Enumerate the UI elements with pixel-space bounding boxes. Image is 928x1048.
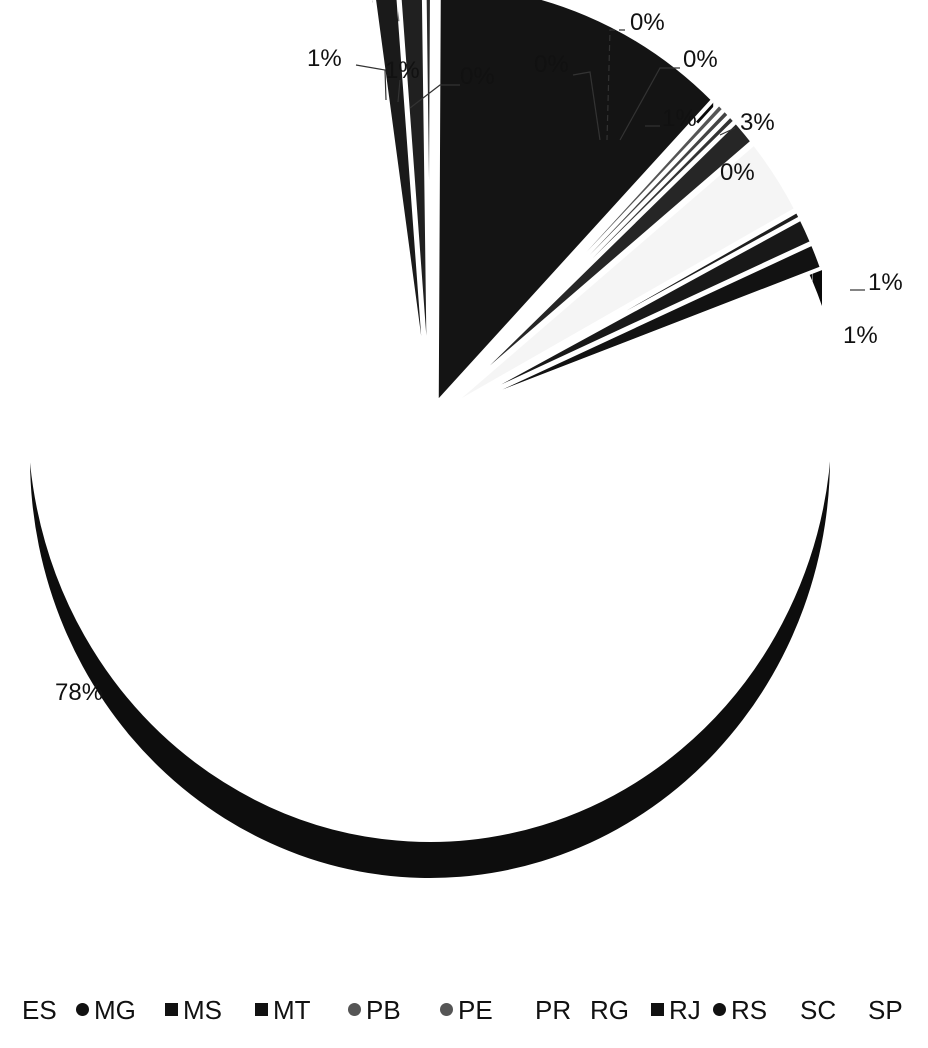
slice-label: 78%	[55, 679, 103, 706]
legend-label: PR	[535, 995, 572, 1025]
legend-item-rs: RS	[713, 995, 767, 1026]
legend-label: PE	[458, 995, 493, 1025]
pie-slice-ms	[422, 0, 434, 403]
legend-item-rj: RJ	[651, 995, 701, 1026]
leader-line	[409, 84, 460, 109]
legend-marker-icon	[348, 1003, 361, 1016]
legend-label: RJ	[669, 995, 701, 1025]
legend-item-es: ES	[22, 995, 57, 1026]
slice-label: 1%	[307, 45, 342, 72]
slice-label: 1%	[662, 105, 697, 132]
pie-slice-mg	[397, 0, 432, 403]
legend-item-pb: PB	[348, 995, 401, 1026]
slice-label: 0%	[534, 51, 569, 78]
legend-label: RS	[731, 995, 768, 1025]
legend-marker-icon	[76, 1003, 89, 1016]
legend-marker-icon	[255, 1003, 268, 1016]
slice-label: 1%	[385, 57, 420, 84]
pie-slice-rg	[442, 118, 756, 410]
pie-slice-sp	[445, 240, 825, 416]
legend-label: RG	[590, 995, 629, 1025]
slice-label: 1%	[843, 322, 878, 349]
legend-item-mt: MT	[255, 995, 311, 1026]
legend-label: SP	[868, 995, 903, 1025]
legend-marker-icon	[713, 1003, 726, 1016]
legend-item-rg: RG	[590, 995, 629, 1026]
pie-slice-mt	[434, 0, 716, 409]
legend-item-sc: SC	[800, 995, 836, 1026]
pie-slices	[28, 0, 832, 879]
leader-line	[719, 127, 736, 136]
slice-label: 0%	[630, 9, 665, 36]
leader-line	[619, 67, 680, 141]
legend-marker-icon	[440, 1003, 453, 1016]
legend-marker-icon	[165, 1003, 178, 1016]
legend: ES MG MS MT PB PE PR RG RJ RS SC SP	[0, 995, 928, 1045]
legend-item-sp: SP	[868, 995, 903, 1026]
slice-label: 3%	[740, 109, 775, 136]
pie-labels: 1% 1% 0% 0% 0% 0% 1% 3% 0% 1% 1% 78%	[55, 9, 903, 706]
slice-label: 1%	[868, 269, 903, 296]
leader-line	[606, 29, 625, 141]
slice-label: 0%	[683, 46, 718, 73]
slice-label: 0%	[460, 63, 495, 90]
leader-line	[397, 79, 401, 103]
legend-item-ms: MS	[165, 995, 222, 1026]
pie-slice-main	[28, 1, 832, 842]
legend-label: MS	[183, 995, 222, 1025]
legend-item-pr: PR	[535, 995, 571, 1026]
legend-label: ES	[22, 995, 57, 1025]
legend-item-pe: PE	[440, 995, 493, 1026]
legend-label: MG	[94, 995, 136, 1025]
legend-label: SC	[800, 995, 837, 1025]
legend-label: PB	[366, 995, 401, 1025]
slice-label: 0%	[720, 159, 755, 186]
legend-item-mg: MG	[76, 995, 136, 1026]
legend-label: MT	[273, 995, 311, 1025]
pie-chart: 1% 1% 0% 0% 0% 0% 1% 3% 0% 1% 1% 78%	[28, 0, 903, 879]
leader-line	[572, 71, 601, 141]
legend-marker-icon	[651, 1003, 664, 1016]
leader-line	[355, 64, 387, 101]
